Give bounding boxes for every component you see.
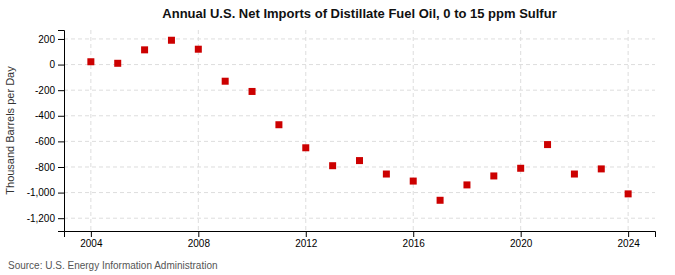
title: Annual U.S. Net Imports of Distillate Fu… bbox=[162, 6, 556, 21]
grid-line bbox=[64, 218, 655, 219]
point bbox=[410, 178, 417, 185]
grid-line bbox=[628, 30, 629, 231]
tick-mark bbox=[58, 167, 64, 168]
grid-line bbox=[64, 38, 655, 39]
tick: 2008 bbox=[188, 231, 211, 249]
tick-mark bbox=[58, 65, 64, 66]
tick: -1,000 bbox=[27, 187, 64, 198]
grid-line bbox=[64, 141, 655, 142]
point bbox=[517, 165, 524, 172]
tick-mark bbox=[58, 141, 64, 142]
tick-mark bbox=[58, 90, 64, 91]
tick: 2024 bbox=[618, 231, 641, 249]
tick-mark bbox=[413, 231, 414, 237]
grid-line bbox=[64, 115, 655, 116]
tick-label: 2020 bbox=[510, 238, 533, 249]
grid-line bbox=[64, 192, 655, 193]
grid-line bbox=[305, 30, 306, 231]
tick-label: -800 bbox=[35, 162, 55, 173]
point bbox=[302, 144, 309, 151]
tick-label: -1,200 bbox=[27, 213, 56, 224]
tick-mark bbox=[521, 231, 522, 237]
tick-label: 2004 bbox=[80, 238, 103, 249]
point bbox=[329, 162, 336, 169]
axis-line bbox=[58, 31, 65, 232]
point bbox=[571, 171, 578, 178]
grid-line bbox=[64, 90, 655, 91]
tick: 2004 bbox=[80, 231, 103, 249]
tick: 200 bbox=[38, 34, 64, 45]
tick-label: -1,000 bbox=[27, 187, 56, 198]
grid-line bbox=[520, 30, 521, 231]
tick-label: -600 bbox=[35, 136, 55, 147]
tick-mark bbox=[198, 231, 199, 237]
point bbox=[168, 37, 175, 44]
tick-label: 2008 bbox=[188, 238, 211, 249]
point bbox=[249, 88, 256, 95]
point bbox=[195, 46, 202, 53]
point bbox=[383, 171, 390, 178]
tick: -200 bbox=[35, 85, 64, 96]
tick: -600 bbox=[35, 136, 64, 147]
grid-line bbox=[413, 30, 414, 231]
tick-mark bbox=[58, 218, 64, 219]
axis-line bbox=[65, 232, 656, 238]
annotation: Source: U.S. Energy Information Administ… bbox=[8, 260, 218, 271]
point bbox=[222, 78, 229, 85]
point bbox=[598, 165, 605, 172]
tick-label: 0 bbox=[49, 59, 55, 70]
tick-mark bbox=[306, 231, 307, 237]
plot: 2004 2008 2012 2016 2020 2024 -1,200 -1,000 -800… bbox=[27, 30, 656, 249]
point bbox=[625, 190, 632, 197]
tick-mark bbox=[628, 231, 629, 237]
point bbox=[356, 157, 363, 164]
tick-mark bbox=[58, 39, 64, 40]
tick-mark bbox=[91, 231, 92, 237]
tick: 0 bbox=[49, 59, 64, 70]
point bbox=[437, 197, 444, 204]
tick-label: 2012 bbox=[295, 238, 318, 249]
tick: -400 bbox=[35, 110, 64, 121]
tick: -1,200 bbox=[27, 213, 64, 224]
point bbox=[275, 121, 282, 128]
point bbox=[490, 172, 497, 179]
point bbox=[87, 58, 94, 65]
points bbox=[87, 37, 631, 204]
grid-line bbox=[198, 30, 199, 231]
tick-mark bbox=[58, 193, 64, 194]
y-axis-title: Thousand Barrels per Day bbox=[4, 66, 16, 195]
point bbox=[463, 181, 470, 188]
tick-label: -400 bbox=[35, 110, 55, 121]
y-axis: -1,200 -1,000 -800 -600 -400 -200 0 200 bbox=[27, 31, 65, 232]
tick-mark bbox=[58, 116, 64, 117]
tick: 2012 bbox=[295, 231, 318, 249]
x-axis: 2004 2008 2012 2016 2020 2024 bbox=[65, 231, 656, 249]
tick-label: 2016 bbox=[403, 238, 426, 249]
tick-label: -200 bbox=[35, 85, 55, 96]
grid bbox=[64, 30, 655, 231]
point bbox=[141, 46, 148, 53]
grid-line bbox=[64, 166, 655, 167]
tick-label: 200 bbox=[38, 34, 55, 45]
tick-label: 2024 bbox=[618, 238, 641, 249]
point bbox=[544, 141, 551, 148]
point bbox=[114, 60, 121, 67]
tick: 2016 bbox=[403, 231, 426, 249]
tick: 2020 bbox=[510, 231, 533, 249]
grid-line bbox=[64, 64, 655, 65]
tick: -800 bbox=[35, 162, 64, 173]
chart: 2004 2008 2012 2016 2020 2024 -1,200 -1,000 -800… bbox=[0, 0, 675, 275]
